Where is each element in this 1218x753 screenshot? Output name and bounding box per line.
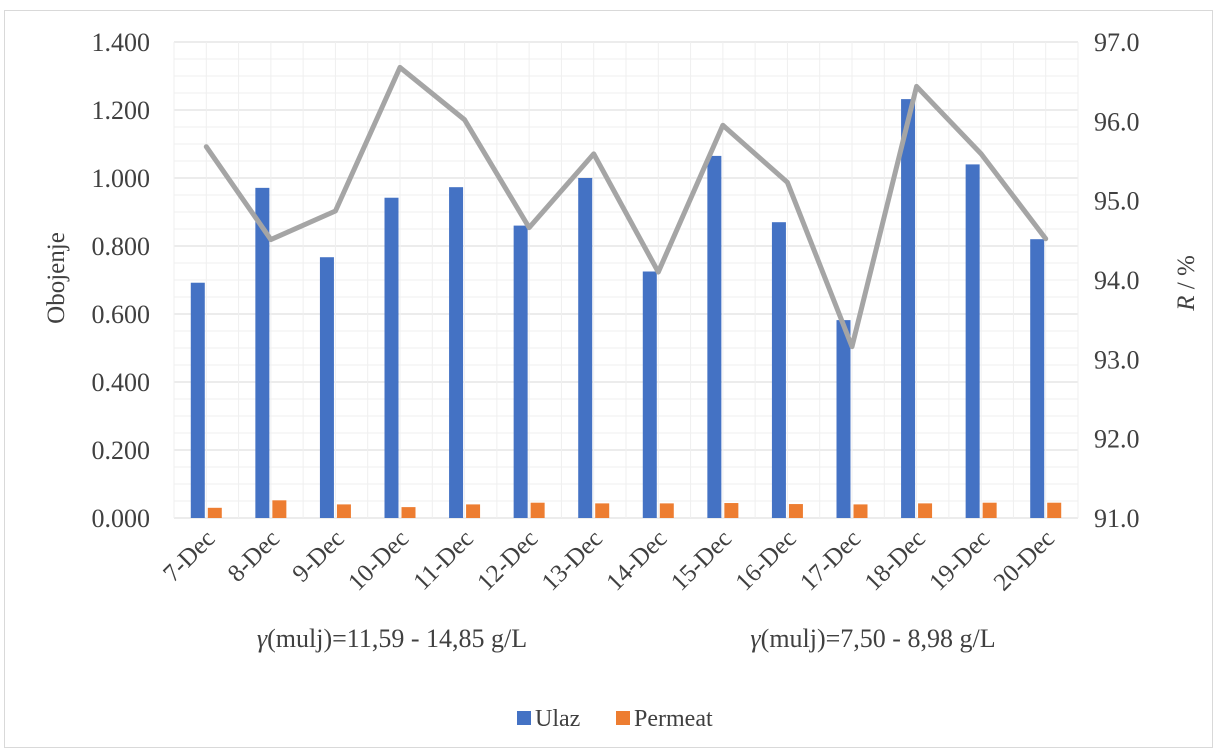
y2-tick-label: 95.0 (1094, 187, 1140, 216)
y-tick-label: 1.200 (92, 96, 151, 125)
bar-ulaz-16-Dec (771, 222, 786, 518)
bar-permeat-20-Dec (1047, 502, 1062, 518)
legend: Ulaz Permeat (517, 706, 713, 732)
line-series (203, 64, 1049, 350)
bar-permeat-18-Dec (918, 503, 933, 518)
annotation-2-symbol: γ (750, 624, 761, 653)
x-tick-label: 16-Dec (731, 525, 802, 596)
bar-permeat-8-Dec (272, 500, 287, 518)
y-tick-label: 0.000 (92, 504, 151, 533)
y-axis-title: Obojenje (43, 232, 70, 324)
annotation-1-text: (mulj)=11,59 - 14,85 g/L (267, 624, 527, 653)
bar-ulaz-20-Dec (1030, 239, 1045, 518)
legend-label-ulaz: Ulaz (535, 706, 580, 732)
y-tick-label: 1.400 (92, 28, 151, 57)
bar-permeat-19-Dec (982, 502, 997, 518)
x-tick-label: 9-Dec (287, 525, 349, 587)
y-tick-label: 0.400 (92, 368, 151, 397)
x-axis-ticks: 7-Dec 8-Dec 9-Dec10-Dec11-Dec12-Dec13-Dec1… (158, 525, 1060, 596)
y2-axis-ticks: 91.0 92.0 93.0 94.0 95.0 96.0 97.0 (1094, 28, 1140, 533)
bar-permeat-9-Dec (336, 504, 351, 518)
annotation-1-symbol: γ (257, 624, 268, 653)
bar-ulaz-17-Dec (836, 320, 851, 518)
bar-permeat-7-Dec (207, 507, 222, 518)
x-tick-label: 17-Dec (795, 525, 866, 596)
bar-ulaz-10-Dec (384, 197, 399, 518)
bar-ulaz-12-Dec (513, 225, 528, 518)
bar-permeat-14-Dec (659, 503, 674, 518)
x-tick-label: 11-Dec (408, 525, 478, 595)
bar-permeat-12-Dec (530, 502, 545, 518)
bar-permeat-16-Dec (788, 504, 803, 518)
annotation-group-1: γ(mulj)=11,59 - 14,85 g/L (257, 624, 527, 653)
y2-axis-title: R / % (1173, 255, 1200, 312)
bar-ulaz-14-Dec (642, 271, 657, 518)
x-tick-label: 12-Dec (472, 525, 543, 596)
y-axis-ticks: 0.000 0.200 0.400 0.600 0.800 1.000 1.200 1.400 (92, 28, 151, 533)
y-tick-label: 0.600 (92, 300, 151, 329)
x-tick-label: 19-Dec (924, 525, 995, 596)
bar-ulaz-8-Dec (255, 187, 270, 519)
legend-swatch-ulaz (517, 711, 531, 725)
x-tick-label: 14-Dec (601, 525, 672, 596)
x-tick-label: 15-Dec (666, 525, 737, 596)
bar-ulaz-15-Dec (707, 155, 722, 518)
y-tick-label: 0.200 (92, 436, 151, 465)
bar-ulaz-9-Dec (319, 257, 334, 518)
bar-permeat-10-Dec (401, 507, 416, 518)
annotation-2-text: (mulj)=7,50 - 8,98 g/L (761, 624, 996, 653)
x-tick-label: 8-Dec (223, 525, 285, 587)
y2-tick-label: 93.0 (1094, 345, 1140, 374)
bar-permeat-13-Dec (595, 503, 610, 518)
y-tick-label: 1.000 (92, 164, 151, 193)
bar-permeat-17-Dec (853, 504, 868, 518)
y2-tick-label: 92.0 (1094, 425, 1140, 454)
y2-tick-label: 97.0 (1094, 28, 1140, 57)
bars (190, 99, 1062, 519)
x-tick-label: 20-Dec (989, 525, 1060, 596)
y2-axis-title-symbol: R (1173, 296, 1200, 312)
bar-permeat-11-Dec (466, 504, 481, 518)
y2-tick-label: 91.0 (1094, 504, 1140, 533)
bar-ulaz-7-Dec (190, 282, 205, 518)
x-tick-label: 13-Dec (537, 525, 608, 596)
legend-label-permeat: Permeat (634, 706, 713, 732)
bar-permeat-15-Dec (724, 503, 739, 518)
y2-tick-label: 94.0 (1094, 266, 1140, 295)
annotation-group-2: γ(mulj)=7,50 - 8,98 g/L (750, 624, 995, 653)
y2-tick-label: 96.0 (1094, 107, 1140, 136)
y2-axis-title-unit: / % (1173, 255, 1200, 295)
y-tick-label: 0.800 (92, 232, 151, 261)
x-tick-label: 10-Dec (343, 525, 414, 596)
chart-frame (4, 10, 1213, 748)
bar-ulaz-11-Dec (449, 187, 464, 518)
line-r-percent (203, 64, 1049, 350)
x-tick-label: 18-Dec (860, 525, 931, 596)
bar-ulaz-13-Dec (578, 178, 593, 518)
x-tick-label: 7-Dec (158, 525, 220, 587)
bar-ulaz-19-Dec (965, 164, 980, 518)
legend-swatch-permeat (616, 711, 630, 725)
bar-ulaz-18-Dec (901, 99, 916, 519)
